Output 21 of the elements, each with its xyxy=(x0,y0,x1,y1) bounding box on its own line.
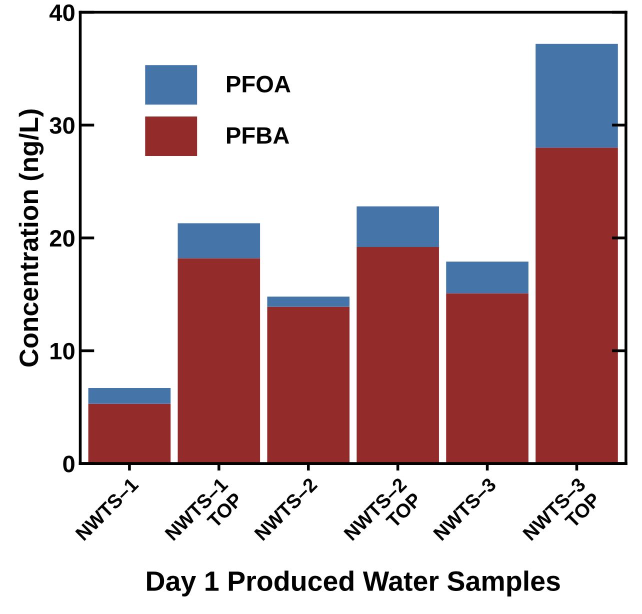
bar xyxy=(178,258,260,464)
bar xyxy=(446,293,528,464)
y-tick-label: 40 xyxy=(49,4,74,22)
bar xyxy=(267,296,350,307)
y-tick-label: 10 xyxy=(50,342,74,360)
bar xyxy=(88,388,171,404)
legend-label: PFBA xyxy=(227,127,290,144)
y-axis-title: Concentration (ng/L) xyxy=(18,110,44,367)
bar xyxy=(267,306,350,464)
bar xyxy=(88,404,171,464)
bar xyxy=(536,148,618,464)
legend-label: PFOA xyxy=(227,76,290,93)
bar xyxy=(356,246,439,464)
bar xyxy=(356,206,439,247)
y-tick-label: 0 xyxy=(63,456,74,472)
bar xyxy=(178,223,260,258)
bar xyxy=(446,262,528,294)
x-axis-title: Day 1 Produced Water Samples xyxy=(147,570,560,596)
y-tick-label: 30 xyxy=(50,117,74,134)
y-tick-label: 20 xyxy=(50,230,74,247)
bar xyxy=(536,44,618,148)
